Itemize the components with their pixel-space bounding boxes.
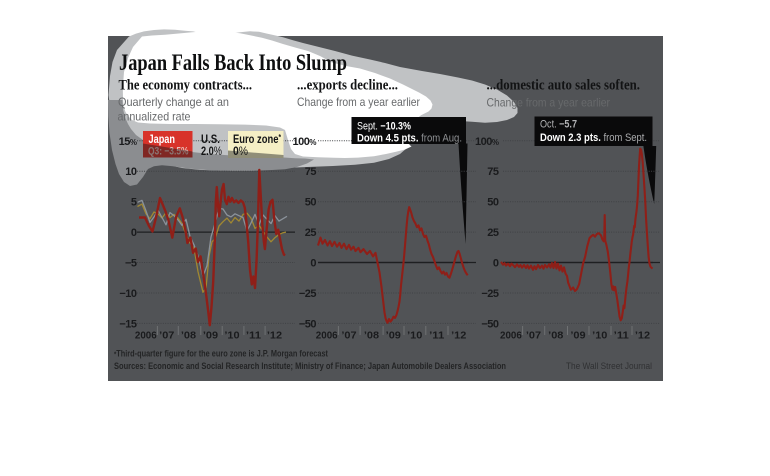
svg-text:’07: ’07: [341, 330, 356, 342]
svg-text:...domestic auto sales soften.: ...domestic auto sales soften.: [487, 78, 641, 94]
svg-text:15%: 15%: [119, 136, 137, 148]
svg-text:annualized rate: annualized rate: [118, 110, 191, 124]
svg-text:’09: ’09: [203, 330, 218, 342]
svg-text:’10: ’10: [407, 330, 422, 342]
svg-text:100%: 100%: [475, 136, 499, 148]
svg-text:−15: −15: [119, 318, 137, 330]
svg-text:...exports decline...: ...exports decline...: [297, 78, 398, 94]
svg-text:’08: ’08: [548, 330, 563, 342]
svg-text:Sources: Economic and Social R: Sources: Economic and Social Research In…: [114, 361, 506, 371]
svg-text:Change from a year earlier: Change from a year earlier: [297, 95, 420, 109]
svg-text:2006: 2006: [500, 330, 522, 342]
svg-text:75: 75: [305, 166, 317, 178]
svg-text:The Wall Street Journal: The Wall Street Journal: [566, 361, 652, 371]
svg-text:0: 0: [493, 258, 499, 270]
svg-text:2006: 2006: [316, 330, 338, 342]
svg-text:Japan: Japan: [149, 134, 176, 146]
svg-text:’11: ’11: [246, 330, 261, 342]
svg-text:U.S.: U.S.: [201, 134, 220, 146]
svg-text:Oct. −5.7: Oct. −5.7: [540, 119, 577, 131]
svg-text:5: 5: [131, 197, 137, 209]
svg-text:Q3: −3.5%: Q3: −3.5%: [148, 146, 189, 158]
svg-text:’09: ’09: [570, 330, 585, 342]
svg-text:0%: 0%: [233, 146, 248, 158]
svg-text:’07: ’07: [526, 330, 541, 342]
svg-text:The economy contracts...: The economy contracts...: [119, 78, 253, 94]
svg-text:50: 50: [487, 197, 499, 209]
svg-text:’12: ’12: [451, 330, 466, 342]
svg-text:’10: ’10: [224, 330, 239, 342]
svg-text:’11: ’11: [429, 330, 444, 342]
svg-text:Euro zone*: Euro zone*: [233, 133, 282, 146]
svg-text:Quarterly change at an: Quarterly change at an: [118, 95, 229, 109]
svg-text:−25: −25: [481, 288, 499, 300]
svg-text:50: 50: [305, 197, 317, 209]
svg-text:10: 10: [125, 166, 137, 178]
svg-text:25: 25: [487, 227, 499, 239]
svg-text:’08: ’08: [181, 330, 196, 342]
svg-text:−10: −10: [119, 288, 137, 300]
svg-text:*Third-quarter figure for the: *Third-quarter figure for the euro zone …: [114, 349, 328, 359]
svg-text:75: 75: [487, 166, 499, 178]
svg-text:−25: −25: [299, 288, 317, 300]
svg-text:100%: 100%: [293, 136, 317, 148]
svg-text:’10: ’10: [592, 330, 607, 342]
svg-text:’12: ’12: [267, 330, 282, 342]
svg-text:Japan Falls Back Into Slump: Japan Falls Back Into Slump: [119, 50, 347, 75]
svg-text:−50: −50: [481, 318, 499, 330]
svg-text:’11: ’11: [614, 330, 629, 342]
svg-text:−50: −50: [299, 318, 317, 330]
svg-text:Change from a year earlier: Change from a year earlier: [487, 96, 611, 110]
svg-text:0: 0: [131, 227, 137, 239]
svg-text:Down 2.3 pts. from Sept.: Down 2.3 pts. from Sept.: [540, 132, 647, 144]
svg-text:’07: ’07: [159, 330, 174, 342]
svg-text:’09: ’09: [386, 330, 401, 342]
svg-text:’12: ’12: [635, 330, 650, 342]
svg-text:Down 4.5 pts. from Aug.: Down 4.5 pts. from Aug.: [357, 133, 462, 145]
svg-text:25: 25: [305, 227, 317, 239]
svg-text:Sept. −10.3%: Sept. −10.3%: [357, 121, 411, 133]
svg-text:0: 0: [310, 258, 316, 270]
svg-text:−5: −5: [125, 258, 137, 270]
svg-text:’08: ’08: [364, 330, 379, 342]
svg-text:2.0%: 2.0%: [201, 146, 222, 158]
svg-text:2006: 2006: [135, 330, 157, 342]
